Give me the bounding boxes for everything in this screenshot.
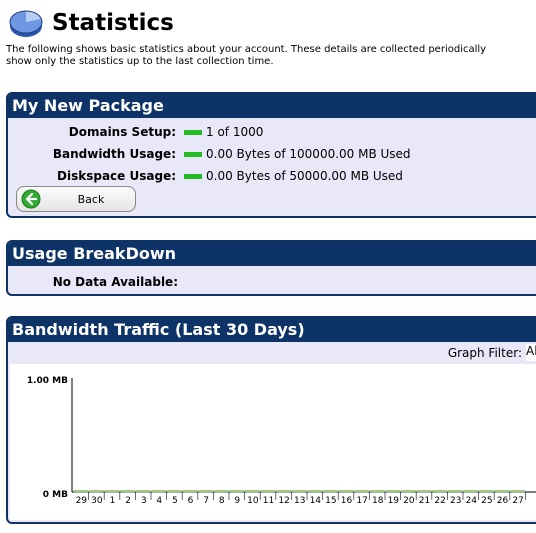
x-tick-label: 27 xyxy=(512,496,523,506)
y-tick-label-top: 1.00 MB xyxy=(27,376,68,386)
arrow-left-icon xyxy=(21,189,41,209)
bar xyxy=(354,490,369,493)
stat-label: Bandwidth Usage: xyxy=(52,147,176,161)
stat-label: Domains Setup: xyxy=(68,125,176,139)
x-tick-label: 16 xyxy=(341,496,353,506)
x-tick-label: 30 xyxy=(91,496,103,506)
bar xyxy=(120,490,135,493)
x-tick-label: 5 xyxy=(172,496,178,506)
no-data-label: No Data Available: xyxy=(52,275,178,289)
graph-filter: Graph Filter: All D xyxy=(448,344,536,361)
x-tick-label: 21 xyxy=(419,496,430,506)
x-tick-label: 14 xyxy=(310,496,322,506)
traffic-chart: 1.00 MB 0 MB 29 30 1 2 3 4 5 6 7 8 9 10 11 12 13 14 15 16 17… xyxy=(10,364,536,520)
package-panel-title: My New Package xyxy=(8,94,536,118)
bar xyxy=(494,490,510,493)
stat-row-bandwidth: Bandwidth Usage: 0.00 Bytes of 100000.00… xyxy=(8,144,411,164)
bar xyxy=(229,490,244,493)
intro-text: The following shows basic statistics abo… xyxy=(6,44,536,68)
pie-chart-icon xyxy=(9,10,43,37)
x-tick-label: 25 xyxy=(481,496,492,506)
bar xyxy=(307,490,322,493)
x-tick-label: 12 xyxy=(278,496,289,506)
x-tick-label: 7 xyxy=(203,496,209,506)
page-title: Statistics xyxy=(52,10,174,36)
bar xyxy=(385,490,400,493)
intro-line-2: show only the statistics up to the last … xyxy=(6,56,274,67)
bar xyxy=(432,490,447,493)
stat-row-diskspace: Diskspace Usage: 0.00 Bytes of 50000.00 … xyxy=(8,166,403,186)
x-tick-label: 18 xyxy=(372,496,384,506)
bar xyxy=(463,490,478,493)
x-tick-label: 1 xyxy=(110,496,116,506)
bar xyxy=(370,490,385,493)
bar xyxy=(182,490,198,493)
stat-value: 1 of 1000 xyxy=(206,125,264,139)
x-tick-label: 9 xyxy=(234,496,240,506)
x-tick-label: 24 xyxy=(466,496,478,506)
bar xyxy=(323,490,338,493)
stat-row-domains: Domains Setup: 1 of 1000 xyxy=(8,122,264,142)
x-tick-label: 17 xyxy=(356,496,367,506)
bar xyxy=(416,490,432,493)
bar xyxy=(198,490,213,493)
x-tick-label: 23 xyxy=(450,496,461,506)
bar xyxy=(292,490,307,493)
usage-bar xyxy=(184,129,202,135)
x-tick-label: 4 xyxy=(156,496,162,506)
stat-label: Diskspace Usage: xyxy=(57,169,176,183)
x-tick-label: 3 xyxy=(141,496,147,506)
bar xyxy=(167,490,182,493)
bar xyxy=(151,490,166,493)
stat-value: 0.00 Bytes of 100000.00 MB Used xyxy=(206,147,411,161)
bar xyxy=(136,490,151,493)
page-title-row: Statistics xyxy=(8,4,174,42)
x-tick-label: 29 xyxy=(76,496,88,506)
y-tick-label-bottom: 0 MB xyxy=(43,490,68,500)
usage-bar xyxy=(184,151,202,157)
x-tick-label: 8 xyxy=(219,496,225,506)
graph-filter-select[interactable]: All D xyxy=(526,344,536,361)
stat-value: 0.00 Bytes of 50000.00 MB Used xyxy=(206,169,403,183)
bar xyxy=(276,490,291,493)
traffic-panel: Bandwidth Traffic (Last 30 Days) Graph F… xyxy=(6,316,536,524)
bar xyxy=(104,490,120,493)
traffic-panel-title: Bandwidth Traffic (Last 30 Days) xyxy=(8,318,536,342)
bar xyxy=(73,490,88,493)
bar xyxy=(448,490,463,493)
bar xyxy=(510,490,525,493)
x-tick-label: 10 xyxy=(247,496,259,506)
x-tick-label: 20 xyxy=(403,496,415,506)
back-button[interactable]: Back xyxy=(16,186,136,212)
back-button-label: Back xyxy=(77,192,105,206)
usage-bar xyxy=(184,173,202,179)
x-tick-label: 26 xyxy=(497,496,509,506)
bar xyxy=(260,490,276,493)
bar xyxy=(214,490,229,493)
bar xyxy=(89,490,104,493)
x-tick-label: 22 xyxy=(434,496,445,506)
graph-filter-label: Graph Filter: xyxy=(447,345,522,360)
bar xyxy=(479,490,494,493)
bar xyxy=(338,490,354,493)
x-tick-label: 19 xyxy=(388,496,400,506)
usage-panel-title: Usage BreakDown xyxy=(8,242,536,266)
intro-line-1: The following shows basic statistics abo… xyxy=(6,44,487,55)
usage-panel: Usage BreakDown No Data Available: xyxy=(6,240,536,296)
package-panel: My New Package Domains Setup: 1 of 1000 … xyxy=(6,92,536,218)
x-tick-label: 6 xyxy=(188,496,194,506)
x-tick-label: 13 xyxy=(294,496,305,506)
x-tick-label: 11 xyxy=(263,496,274,506)
x-tick-label: 15 xyxy=(325,496,336,506)
bar xyxy=(401,490,416,493)
x-tick-label: 2 xyxy=(125,496,131,506)
bar xyxy=(245,490,260,493)
